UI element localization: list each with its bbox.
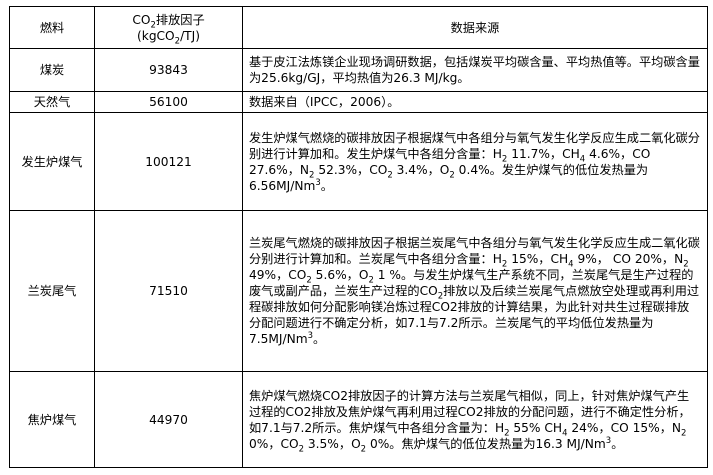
subscript: 2 <box>504 427 510 438</box>
header-unit-pre: (kgCO <box>137 28 175 43</box>
factor-cell: 93843 <box>94 48 243 92</box>
source-text: 9%， CO 20%，N <box>573 252 684 266</box>
source-text: 55% CH <box>509 420 563 435</box>
subscript: 4 <box>562 427 568 438</box>
subscript: 2 <box>683 259 689 270</box>
source-text: 24%，CO 15%，N <box>567 420 682 435</box>
source-text: 11.7%，CH <box>507 146 580 161</box>
source-text: 49%，CO <box>249 268 307 282</box>
table-row-natural-gas: 天然气 56100 数据来自（IPCC，2006）。 <box>9 91 708 113</box>
fuel-cell: 兰炭尾气 <box>9 210 95 372</box>
source-text: 1 %。与发生炉煤气生产系统不同，兰炭尾气是生产过程的废气或副产品，兰炭生产过程… <box>249 268 694 298</box>
source-text: 4.6%，CO 27.6%，N <box>249 146 651 177</box>
source-text: 0%。焦炉煤气的低位发热量为16.3 MJ/Nm <box>366 436 606 451</box>
source-text: 5.6%，O <box>311 268 369 282</box>
subscript: 2 <box>681 427 687 438</box>
subscript: 4 <box>579 153 586 164</box>
subscript: 2 <box>437 291 444 302</box>
factor-cell: 100121 <box>94 112 243 211</box>
source-cell: 兰炭尾气燃烧的碳排放因子根据兰炭尾气中各组分与氧气发生化学反应生成二氧化碳分别进… <box>242 210 708 372</box>
subscript: 2 <box>298 443 305 454</box>
table-row-coal: 煤炭 93843 基于皮江法炼镁企业现场调研数据，包括煤炭平均碳含量、平均热值等… <box>9 48 708 92</box>
fuel-cell: 煤炭 <box>9 48 95 92</box>
header-row: 燃料 CO2排放因子 (kgCO2/TJ) 数据来源 <box>9 6 708 49</box>
source-text: 。 <box>313 332 326 346</box>
header-unit-post: /TJ) <box>180 28 200 43</box>
subscript: 2 <box>360 443 367 454</box>
subscript: 2 <box>501 153 508 164</box>
fuel-cell: 天然气 <box>9 91 95 113</box>
source-text: 。 <box>611 436 624 451</box>
table-row-producer-gas: 发生炉煤气 100121 发生炉煤气燃烧的碳排放因子根据煤气中各组分与氧气发生化… <box>9 112 708 211</box>
source-cell: 发生炉煤气燃烧的碳排放因子根据煤气中各组分与氧气发生化学反应生成二氧化碳分别进行… <box>242 112 708 211</box>
source-text: 排放以及后续兰炭尾气点燃放空处理或再利用过程碳排放如何分配影响镁冶炼过程CO2排… <box>249 284 700 346</box>
subscript: 2 <box>368 275 374 286</box>
fuel-cell: 发生炉煤气 <box>9 112 95 211</box>
table-row-semi-coke-gas: 兰炭尾气 71510 兰炭尾气燃烧的碳排放因子根据兰炭尾气中各组分与氧气发生化学… <box>9 210 708 372</box>
header-factor-line2: (kgCO2/TJ) <box>137 28 200 46</box>
header-fuel: 燃料 <box>9 6 95 49</box>
source-text: 。 <box>320 178 333 193</box>
subscript: 2 <box>306 275 312 286</box>
superscript: 3 <box>307 330 314 341</box>
emission-factor-table: 燃料 CO2排放因子 (kgCO2/TJ) 数据来源 煤炭 93843 基于皮江… <box>9 6 708 468</box>
factor-cell: 56100 <box>94 91 243 113</box>
source-text: 0%，CO <box>249 436 299 451</box>
factor-cell: 71510 <box>94 210 243 372</box>
source-cell: 基于皮江法炼镁企业现场调研数据，包括煤炭平均碳含量、平均热值等。平均碳含量为25… <box>242 48 708 92</box>
header-source: 数据来源 <box>242 6 708 49</box>
source-text: 发生炉煤气燃烧的碳排放因子根据煤气中各组分与氧气发生化学反应生成二氧化碳分别进行… <box>249 130 700 161</box>
source-text: 兰炭尾气燃烧的碳排放因子根据兰炭尾气中各组分与氧气发生化学反应生成二氧化碳分别进… <box>249 236 700 266</box>
factor-cell: 44970 <box>94 371 243 468</box>
superscript: 3 <box>315 177 321 188</box>
subscript: 4 <box>568 259 574 270</box>
source-text: 焦炉煤气燃烧CO2排放因子的计算方法与兰炭尾气相似，同上，针对焦炉煤气产生过程的… <box>249 388 691 435</box>
subscript: 2 <box>387 169 393 180</box>
header-factor: CO2排放因子 (kgCO2/TJ) <box>94 6 243 49</box>
source-text: 15%，CH <box>507 252 569 266</box>
header-factor-co: CO <box>132 12 151 27</box>
subscript: 2 <box>449 169 455 180</box>
header-unit-sub: 2 <box>174 35 181 46</box>
header-factor-sub: 2 <box>150 19 156 30</box>
source-text: 3.5%，O <box>304 436 361 451</box>
source-cell: 焦炉煤气燃烧CO2排放因子的计算方法与兰炭尾气相似，同上，针对焦炉煤气产生过程的… <box>242 371 708 468</box>
source-text: 3.4%，O <box>392 162 450 177</box>
source-text: 0.4%。发生炉煤气的低位发热量为6.56MJ/Nm <box>249 162 649 193</box>
fuel-cell: 焦炉煤气 <box>9 371 95 468</box>
superscript: 3 <box>605 435 612 446</box>
header-factor-line1: CO2排放因子 <box>132 12 205 30</box>
source-cell: 数据来自（IPCC，2006）。 <box>242 91 708 113</box>
header-factor-text: 排放因子 <box>155 12 205 27</box>
subscript: 2 <box>501 259 508 270</box>
table-row-coke-oven-gas: 焦炉煤气 44970 焦炉煤气燃烧CO2排放因子的计算方法与兰炭尾气相似，同上，… <box>9 371 708 468</box>
subscript: 2 <box>309 169 315 180</box>
source-text: 52.3%，CO <box>314 162 388 177</box>
